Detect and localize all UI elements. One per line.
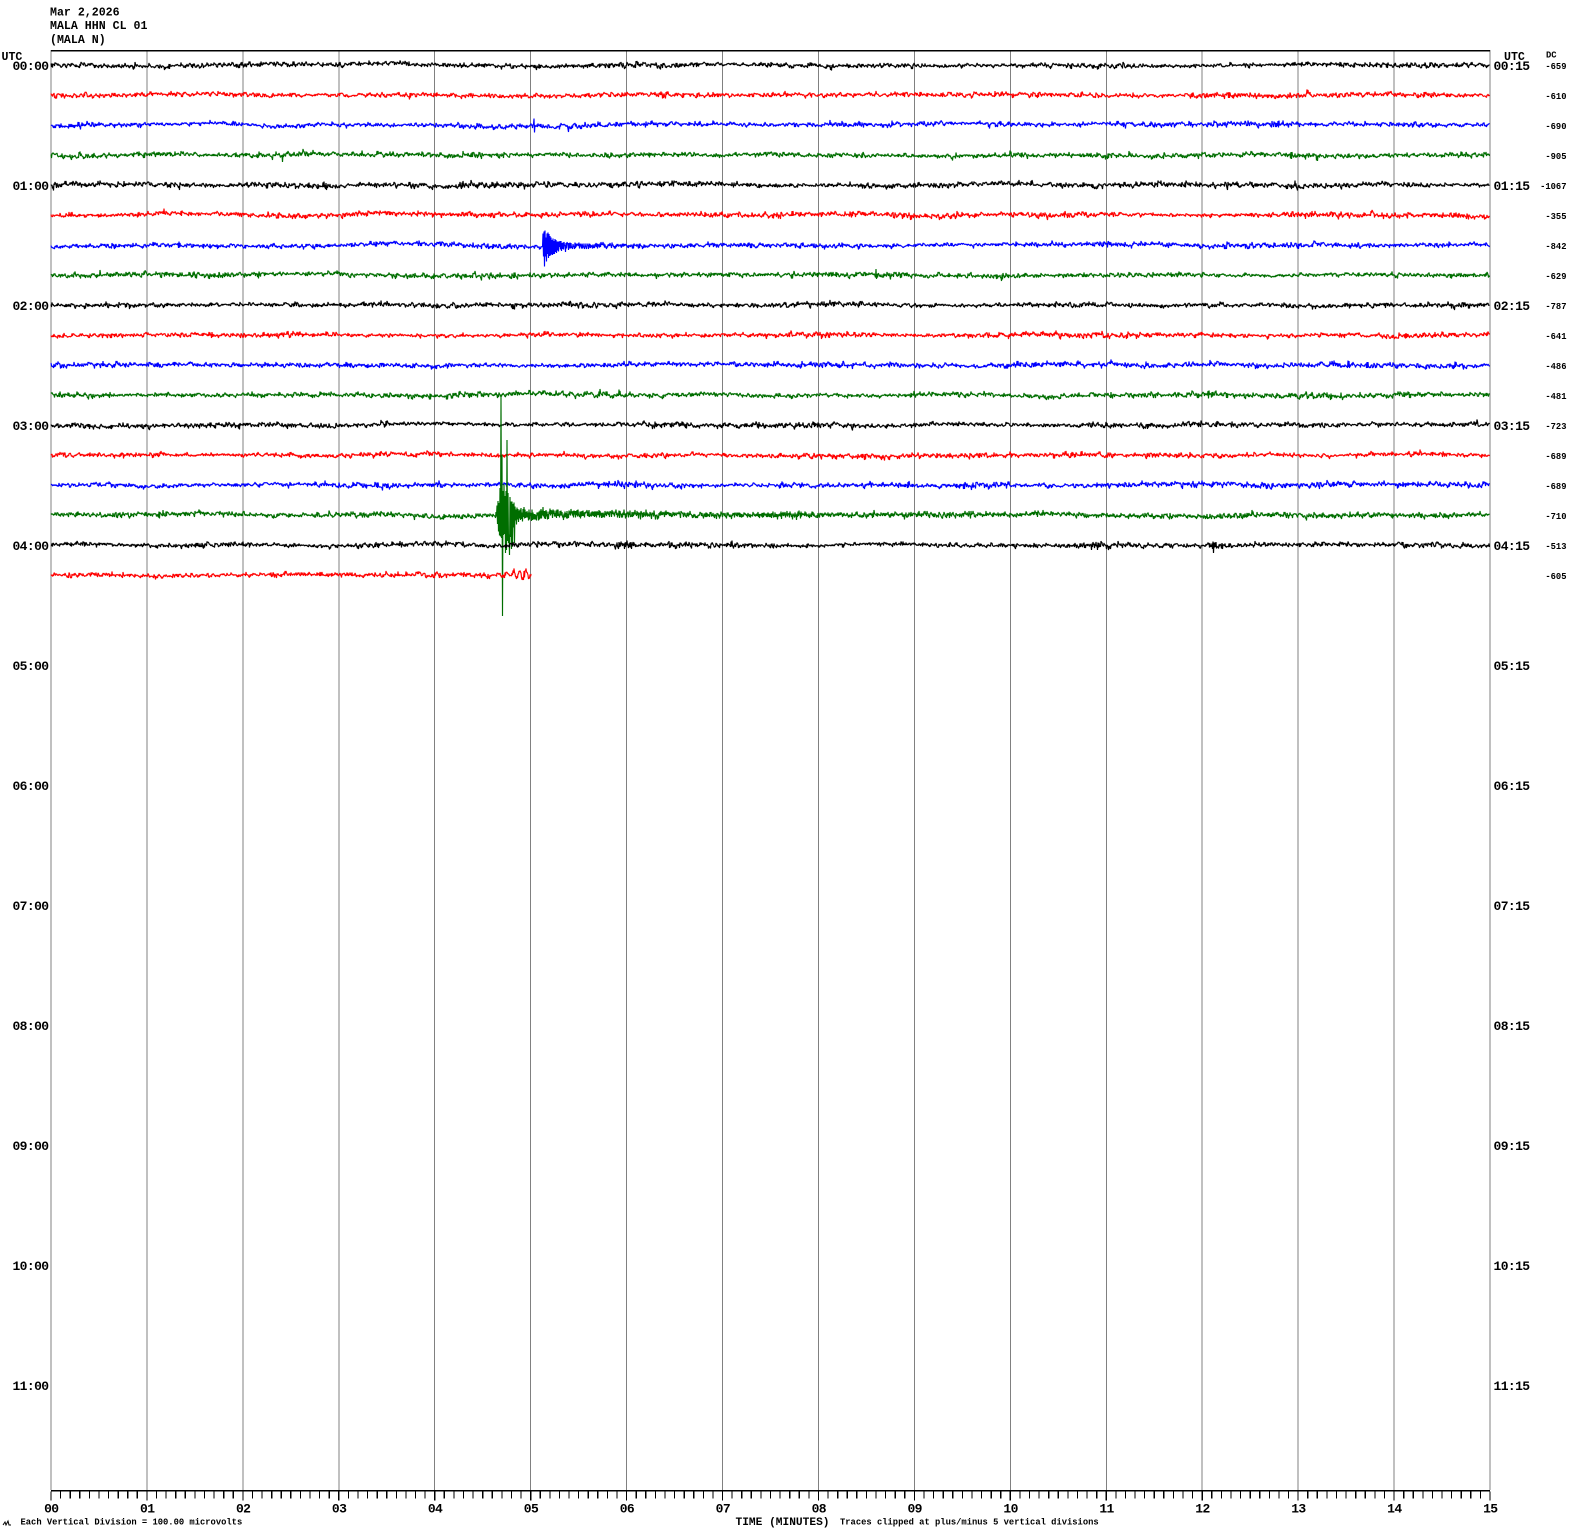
svg-text:-1067: -1067: [1540, 182, 1566, 192]
svg-text:DC: DC: [1546, 51, 1557, 61]
svg-text:Mar 2,2026: Mar 2,2026: [50, 7, 120, 20]
svg-text:06:00: 06:00: [12, 779, 49, 794]
svg-text:05:15: 05:15: [1494, 659, 1531, 674]
svg-text:-641: -641: [1545, 332, 1566, 342]
svg-text:05:00: 05:00: [12, 659, 49, 674]
svg-text:14: 14: [1387, 1502, 1402, 1517]
svg-text:03:00: 03:00: [12, 419, 49, 434]
svg-text:-689: -689: [1545, 482, 1566, 492]
svg-text:01: 01: [140, 1502, 155, 1517]
svg-text:-659: -659: [1545, 62, 1566, 72]
svg-text:15: 15: [1483, 1502, 1498, 1517]
svg-text:-605: -605: [1545, 572, 1566, 582]
svg-text:-842: -842: [1545, 242, 1566, 252]
svg-text:-610: -610: [1545, 92, 1566, 102]
svg-text:-689: -689: [1545, 452, 1566, 462]
svg-text:09:00: 09:00: [12, 1139, 49, 1154]
svg-text:Each Vertical Division = 100.: Each Vertical Division = 100.00 microvol…: [21, 1518, 243, 1528]
svg-text:02:15: 02:15: [1494, 299, 1531, 314]
svg-text:-723: -723: [1545, 422, 1566, 432]
svg-text:00:15: 00:15: [1494, 59, 1531, 74]
svg-text:04:00: 04:00: [12, 539, 49, 554]
svg-text:11: 11: [1099, 1502, 1114, 1517]
svg-text:06: 06: [620, 1502, 635, 1517]
svg-text:(MALA N): (MALA N): [50, 34, 106, 47]
svg-text:-690: -690: [1545, 122, 1566, 132]
svg-text:10:15: 10:15: [1494, 1259, 1531, 1274]
svg-text:13: 13: [1291, 1502, 1306, 1517]
svg-text:UTC: UTC: [2, 51, 23, 64]
svg-text:01:15: 01:15: [1494, 179, 1531, 194]
svg-text:08:15: 08:15: [1494, 1019, 1531, 1034]
svg-text:03:15: 03:15: [1494, 419, 1531, 434]
svg-text:-486: -486: [1545, 362, 1566, 372]
svg-text:11:15: 11:15: [1494, 1379, 1531, 1394]
svg-text:05: 05: [524, 1502, 539, 1517]
svg-text:02:00: 02:00: [12, 299, 49, 314]
svg-text:00:00: 00:00: [12, 59, 49, 74]
svg-text:01:00: 01:00: [12, 179, 49, 194]
svg-text:09: 09: [907, 1502, 922, 1517]
svg-text:07:15: 07:15: [1494, 899, 1531, 914]
svg-text:12: 12: [1195, 1502, 1210, 1517]
svg-text:07: 07: [716, 1502, 730, 1517]
svg-text:10:00: 10:00: [12, 1259, 49, 1274]
svg-text:08: 08: [812, 1502, 827, 1517]
svg-text:00: 00: [44, 1502, 59, 1517]
svg-text:-787: -787: [1545, 302, 1566, 312]
svg-text:03: 03: [332, 1502, 347, 1517]
svg-text:-481: -481: [1545, 392, 1566, 402]
svg-text:-905: -905: [1545, 152, 1566, 162]
svg-text:11:00: 11:00: [12, 1379, 49, 1394]
svg-text:04: 04: [428, 1502, 443, 1517]
svg-text:06:15: 06:15: [1494, 779, 1531, 794]
svg-text:TIME (MINUTES): TIME (MINUTES): [736, 1517, 830, 1529]
svg-text:08:00: 08:00: [12, 1019, 49, 1034]
svg-text:10: 10: [1003, 1502, 1018, 1517]
svg-text:02: 02: [236, 1502, 251, 1517]
svg-text:09:15: 09:15: [1494, 1139, 1531, 1154]
svg-text:-710: -710: [1545, 512, 1566, 522]
svg-text:UTC: UTC: [1504, 51, 1525, 64]
svg-text:Traces clipped at plus/minus 5: Traces clipped at plus/minus 5 vertical …: [840, 1518, 1099, 1528]
svg-text:-513: -513: [1545, 542, 1566, 552]
svg-text:07:00: 07:00: [12, 899, 49, 914]
svg-text:-355: -355: [1545, 212, 1566, 222]
svg-text:04:15: 04:15: [1494, 539, 1531, 554]
svg-text:-629: -629: [1545, 272, 1566, 282]
svg-text:MALA HHN CL 01: MALA HHN CL 01: [50, 20, 147, 33]
